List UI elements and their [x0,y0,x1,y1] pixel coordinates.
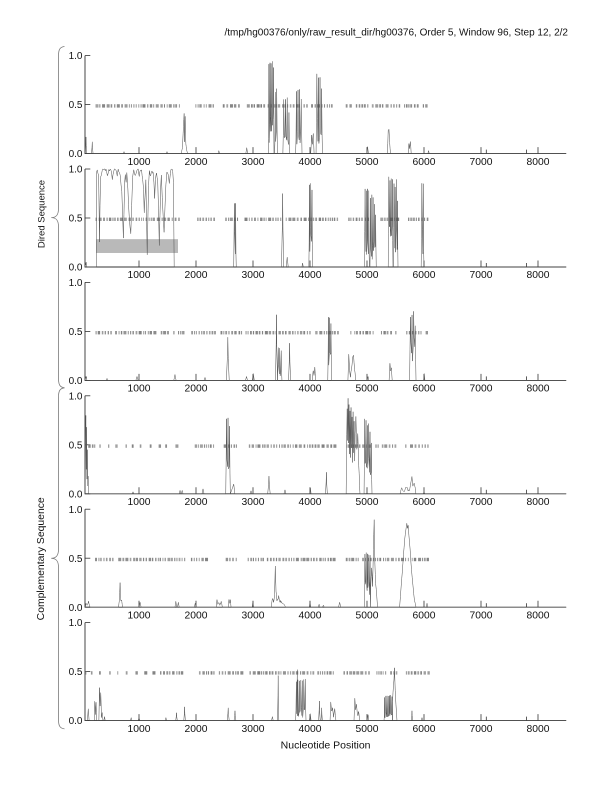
svg-text:7000: 7000 [470,724,493,735]
svg-text:0.5: 0.5 [69,100,83,111]
svg-text:4000: 4000 [299,610,322,621]
svg-text:4000: 4000 [299,157,322,168]
svg-text:6000: 6000 [413,157,436,168]
svg-text:2000: 2000 [185,610,208,621]
svg-text:8000: 8000 [527,157,550,168]
svg-text:2000: 2000 [185,270,208,281]
svg-text:5000: 5000 [356,724,379,735]
svg-text:6000: 6000 [413,610,436,621]
svg-text:4000: 4000 [299,384,322,395]
svg-text:6000: 6000 [413,384,436,395]
svg-text:4000: 4000 [299,497,322,508]
svg-text:0.0: 0.0 [69,603,83,614]
svg-text:/tmp/hg00376/only/raw_result_d: /tmp/hg00376/only/raw_result_dir/hg00376… [224,28,568,39]
svg-text:0.0: 0.0 [69,263,83,274]
svg-text:6000: 6000 [413,270,436,281]
svg-text:6000: 6000 [413,724,436,735]
svg-text:2000: 2000 [185,157,208,168]
svg-text:8000: 8000 [527,724,550,735]
svg-text:8000: 8000 [527,270,550,281]
svg-text:2000: 2000 [185,724,208,735]
svg-text:0.5: 0.5 [69,554,83,565]
svg-text:3000: 3000 [242,270,265,281]
svg-text:1000: 1000 [128,497,151,508]
svg-text:0.0: 0.0 [69,716,83,727]
svg-text:1.0: 1.0 [69,505,83,516]
svg-text:1000: 1000 [128,610,151,621]
svg-text:8000: 8000 [527,497,550,508]
svg-text:5000: 5000 [356,497,379,508]
svg-text:1.0: 1.0 [69,51,83,62]
svg-text:5000: 5000 [356,157,379,168]
svg-text:0.5: 0.5 [69,440,83,451]
svg-text:6000: 6000 [413,497,436,508]
svg-text:8000: 8000 [527,610,550,621]
svg-text:1000: 1000 [128,270,151,281]
svg-text:3000: 3000 [242,497,265,508]
svg-text:3000: 3000 [242,384,265,395]
svg-text:1.0: 1.0 [69,391,83,402]
svg-text:7000: 7000 [470,157,493,168]
svg-text:2000: 2000 [185,384,208,395]
svg-text:4000: 4000 [299,270,322,281]
svg-text:0.5: 0.5 [69,667,83,678]
svg-text:7000: 7000 [470,270,493,281]
svg-text:Complementary Sequence: Complementary Sequence [36,497,47,620]
svg-text:Nucleotide Position: Nucleotide Position [281,740,371,752]
svg-text:7000: 7000 [470,497,493,508]
svg-text:0.0: 0.0 [69,489,83,500]
svg-text:5000: 5000 [356,270,379,281]
svg-text:0.0: 0.0 [69,149,83,160]
svg-text:1000: 1000 [128,724,151,735]
svg-text:8000: 8000 [527,384,550,395]
svg-text:3000: 3000 [242,157,265,168]
svg-text:1.0: 1.0 [69,165,83,176]
svg-text:0.5: 0.5 [69,327,83,338]
svg-text:7000: 7000 [470,610,493,621]
svg-text:1.0: 1.0 [69,618,83,629]
svg-text:2000: 2000 [185,497,208,508]
svg-text:5000: 5000 [356,610,379,621]
svg-text:Dired Sequence: Dired Sequence [37,180,48,248]
svg-text:5000: 5000 [356,384,379,395]
svg-text:1000: 1000 [128,384,151,395]
svg-text:7000: 7000 [470,384,493,395]
svg-text:3000: 3000 [242,724,265,735]
svg-text:1.0: 1.0 [69,278,83,289]
svg-text:4000: 4000 [299,724,322,735]
svg-text:3000: 3000 [242,610,265,621]
svg-text:0.0: 0.0 [69,376,83,387]
svg-text:1000: 1000 [128,157,151,168]
svg-text:0.5: 0.5 [69,214,83,225]
